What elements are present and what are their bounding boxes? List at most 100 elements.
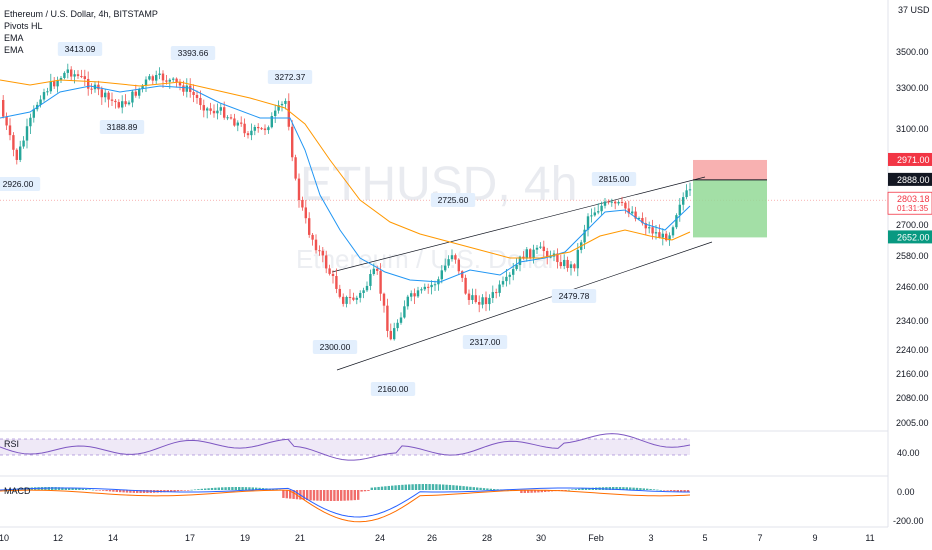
indicator-ema-2[interactable]: EMA <box>4 45 24 55</box>
pivot-label-box <box>0 177 41 191</box>
candle-body <box>369 274 372 286</box>
candle-body <box>481 297 484 305</box>
pivot-label: 2160.00 <box>378 384 409 394</box>
time-axis-tick: 12 <box>53 533 63 543</box>
macd-histogram-bar <box>544 490 547 492</box>
macd-histogram-bar <box>452 485 455 490</box>
channel-lower-line <box>336 241 713 371</box>
macd-histogram-bar <box>567 489 571 491</box>
macd-histogram-bar <box>496 489 499 490</box>
macd-histogram-bar <box>340 490 343 501</box>
time-axis-tick: 26 <box>427 533 437 543</box>
pivot-label-box <box>267 70 313 84</box>
candle-body <box>325 255 328 269</box>
candle-body <box>202 105 205 111</box>
candle-body <box>219 107 222 111</box>
candle-body <box>178 82 182 86</box>
macd-histogram-bar <box>520 490 523 493</box>
macd-histogram-bar <box>642 488 645 490</box>
macd-histogram-bar <box>428 484 431 490</box>
candle-body <box>345 296 348 304</box>
macd-histogram-bar <box>255 487 258 490</box>
entry-price-tag-box <box>888 172 932 186</box>
macd-pane-label[interactable]: MACD <box>4 486 31 496</box>
macd-histogram-bar <box>469 486 472 490</box>
macd-histogram-bar <box>207 488 210 490</box>
macd-histogram-bar <box>214 487 217 490</box>
candle-body <box>406 296 409 307</box>
macd-histogram-bar <box>639 488 642 490</box>
macd-histogram-bar <box>394 485 397 490</box>
indicator-ema-1[interactable]: EMA <box>4 33 24 43</box>
candle-body <box>600 205 603 212</box>
macd-histogram-bar <box>258 487 261 490</box>
candle-body <box>665 233 668 241</box>
pivot-label: 2317.00 <box>470 337 501 347</box>
candle-body <box>253 126 256 131</box>
macd-histogram-bar <box>527 490 530 493</box>
candle-body <box>590 215 593 217</box>
candle-body <box>331 273 335 277</box>
time-axis-tick: 17 <box>185 533 195 543</box>
candle-body <box>195 94 199 98</box>
pivot-label: 2815.00 <box>599 174 630 184</box>
candle-body <box>15 149 18 160</box>
macd-histogram-bar <box>248 487 251 490</box>
macd-histogram-bar <box>129 490 132 493</box>
macd-histogram-bar <box>285 490 288 499</box>
candle-body <box>515 264 518 270</box>
candle-body <box>297 178 301 201</box>
candle-body <box>355 297 358 300</box>
macd-histogram-bar <box>244 487 248 490</box>
macd-histogram-bar <box>176 490 180 492</box>
candle-body <box>342 296 345 304</box>
candle-body <box>212 110 216 114</box>
candle-body <box>2 100 5 117</box>
candle-body <box>610 201 613 203</box>
price-axis-tick: 2340.00 <box>896 316 929 326</box>
macd-histogram-bar <box>163 490 166 493</box>
candle-body <box>110 99 114 101</box>
candle-body <box>603 201 607 206</box>
symbol-title[interactable]: Ethereum / U.S. Dollar, 4h, BITSTAMP <box>4 9 158 19</box>
price-axis-unit: 37 USD <box>898 5 930 15</box>
candle-body <box>546 251 549 258</box>
macd-histogram-bar <box>652 489 656 490</box>
pivot-label-box <box>170 46 216 60</box>
macd-histogram-bar <box>350 490 353 501</box>
candle-body <box>104 92 107 98</box>
watermark-subtitle: Ethereum / U.S. Dollar <box>296 244 556 274</box>
macd-histogram-bar <box>142 490 146 493</box>
candle-body <box>144 79 148 86</box>
rsi-pane-label[interactable]: RSI <box>4 439 20 449</box>
candle-body <box>246 133 250 136</box>
macd-histogram-bar <box>608 487 611 490</box>
candle-body <box>335 276 338 289</box>
macd-histogram-bar <box>64 487 67 490</box>
candle-body <box>284 100 287 104</box>
stop-price-tag-box <box>888 152 932 166</box>
macd-histogram-bar <box>387 485 390 490</box>
candle-body <box>59 77 63 81</box>
price-axis-tick: 2080.00 <box>896 393 929 403</box>
candle-body <box>450 255 454 260</box>
candle-body <box>294 157 297 179</box>
candle-body <box>90 88 93 90</box>
target-price-tag: 2652.00 <box>897 232 930 242</box>
time-axis-tick: 7 <box>757 533 762 543</box>
signal-line <box>0 489 691 523</box>
candle-body <box>359 292 362 298</box>
candle-body <box>314 239 318 251</box>
macd-histogram-bar <box>333 490 336 501</box>
indicator-pivots[interactable]: Pivots HL <box>4 21 43 31</box>
macd-histogram-bar <box>139 490 142 493</box>
candle-body <box>257 126 260 129</box>
candle-body <box>49 81 52 92</box>
macd-histogram-bar <box>523 490 526 493</box>
time-axis-tick: 19 <box>240 533 250 543</box>
macd-histogram-bar <box>367 490 370 491</box>
candle-body <box>427 286 430 288</box>
rsi-band <box>0 439 690 455</box>
pivot-label: 2300.00 <box>320 342 351 352</box>
